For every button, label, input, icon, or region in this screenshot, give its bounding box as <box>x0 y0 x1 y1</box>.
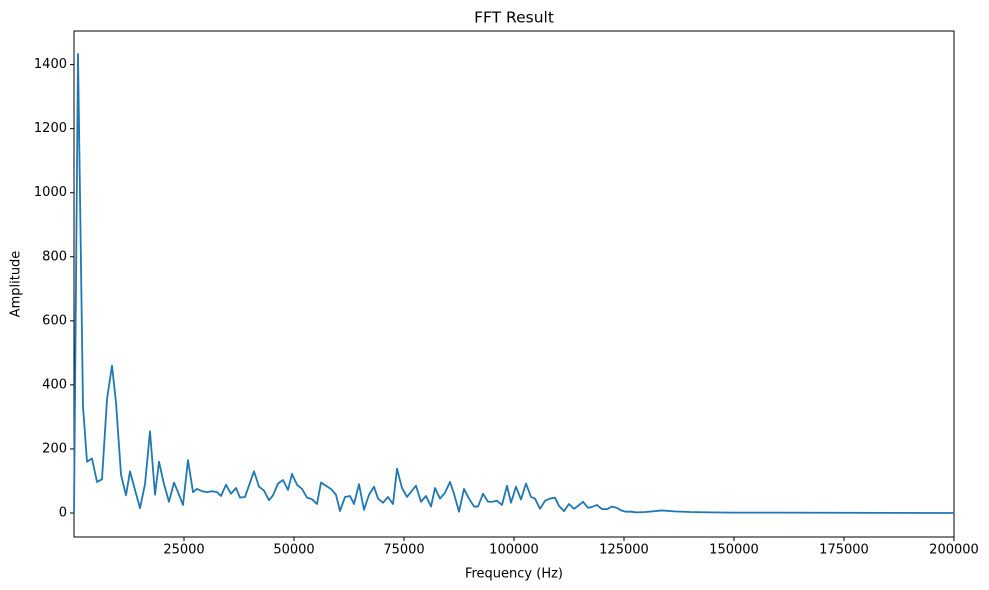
y-tick-label: 1400 <box>34 57 67 72</box>
x-tick-label: 150000 <box>709 543 759 558</box>
x-tick-label: 100000 <box>489 543 539 558</box>
y-tick-label: 400 <box>42 377 67 392</box>
chart-title: FFT Result <box>474 9 554 27</box>
x-tick-label: 75000 <box>383 543 424 558</box>
x-tick-label: 175000 <box>819 543 869 558</box>
y-tick-label: 0 <box>59 505 67 520</box>
y-tick-label: 1000 <box>34 185 67 200</box>
x-tick-label: 125000 <box>599 543 649 558</box>
y-axis-label: Amplitude <box>9 251 24 318</box>
x-tick-label: 25000 <box>163 543 204 558</box>
y-tick-label: 1200 <box>34 121 67 136</box>
plot-frame <box>73 30 955 538</box>
series-line <box>73 53 955 514</box>
y-tick-label: 600 <box>42 313 67 328</box>
y-tick-label: 800 <box>42 249 67 264</box>
x-tick-label: 50000 <box>273 543 314 558</box>
x-tick-label: 200000 <box>929 543 979 558</box>
y-tick-label: 200 <box>42 441 67 456</box>
x-axis-label: Frequency (Hz) <box>465 567 563 582</box>
